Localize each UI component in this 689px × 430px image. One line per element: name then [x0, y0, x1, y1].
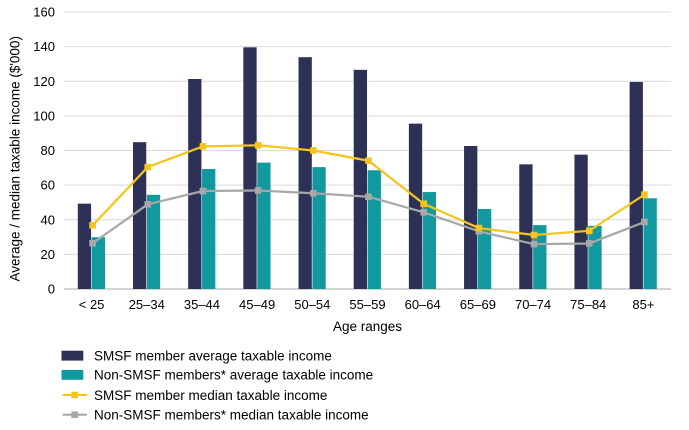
svg-text:50–54: 50–54 — [294, 297, 330, 312]
svg-text:Age ranges: Age ranges — [333, 319, 402, 334]
svg-text:60–64: 60–64 — [405, 297, 441, 312]
svg-text:60: 60 — [41, 178, 55, 193]
svg-text:40: 40 — [41, 212, 55, 227]
svg-text:SMSF member median taxable inc: SMSF member median taxable income — [94, 388, 327, 403]
svg-text:80: 80 — [41, 143, 55, 158]
svg-text:70–74: 70–74 — [515, 297, 551, 312]
svg-text:25–34: 25–34 — [129, 297, 165, 312]
svg-text:0: 0 — [48, 282, 55, 297]
svg-text:20: 20 — [41, 247, 55, 262]
svg-text:85+: 85+ — [632, 297, 654, 312]
svg-text:75–84: 75–84 — [570, 297, 606, 312]
svg-text:Average / median taxable incom: Average / median taxable income ($'000) — [8, 36, 23, 281]
svg-text:65–69: 65–69 — [460, 297, 496, 312]
svg-text:120: 120 — [33, 74, 55, 89]
svg-text:100: 100 — [33, 108, 55, 123]
svg-text:55–59: 55–59 — [349, 297, 385, 312]
svg-text:140: 140 — [33, 39, 55, 54]
svg-text:35–44: 35–44 — [184, 297, 220, 312]
svg-text:SMSF member average taxable in: SMSF member average taxable income — [94, 348, 332, 363]
svg-text:< 25: < 25 — [79, 297, 105, 312]
svg-text:160: 160 — [33, 5, 55, 20]
svg-text:45–49: 45–49 — [239, 297, 275, 312]
svg-text:Non-SMSF members* median taxab: Non-SMSF members* median taxable income — [94, 408, 369, 423]
svg-text:Non-SMSF members* average taxa: Non-SMSF members* average taxable income — [94, 368, 373, 383]
